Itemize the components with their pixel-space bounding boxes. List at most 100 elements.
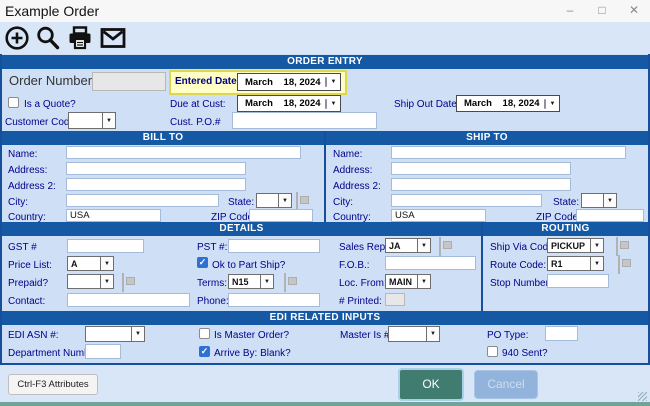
dept-number-input[interactable] [85,344,121,359]
bill-city-input[interactable] [66,194,219,207]
chevron-down-icon[interactable]: ▼ [131,327,144,341]
stop-number-input[interactable] [547,274,609,288]
email-icon[interactable] [99,26,127,50]
due-at-cust-date-value: March 18, 2024 [245,98,321,109]
bill-city-label: City: [8,197,28,208]
ship-address2-label: Address 2: [333,181,381,192]
ship-city-label: City: [333,197,353,208]
chevron-down-icon[interactable]: ▼ [590,257,603,270]
bill-to-header: BILL TO [2,131,324,145]
routing-header: ROUTING [483,222,648,236]
route-code-dropdown[interactable]: R1 ▼ [547,256,604,271]
chevron-down-icon[interactable]: ▼ [102,113,115,128]
price-list-dropdown[interactable]: A ▼ [67,256,114,271]
customer-code-dropdown[interactable]: ▼ [68,112,116,129]
print-icon[interactable] [66,25,94,51]
chevron-down-icon[interactable]: ▼ [603,194,616,207]
ok-part-ship-checkbox[interactable] [197,257,208,268]
ctrl-f3-attributes-button[interactable]: Ctrl-F3 Attributes [8,374,98,395]
details-routing-divider [481,222,483,311]
bill-zip-input[interactable] [249,209,313,222]
contact-input[interactable] [67,293,190,307]
chevron-down-icon[interactable]: ▼ [417,275,430,288]
due-at-cust-date-picker[interactable]: March 18, 2024 ▼ [237,95,341,112]
ship-address2-input[interactable] [391,178,571,191]
bill-address2-input[interactable] [66,178,246,191]
chevron-down-icon[interactable]: ▼ [100,275,113,288]
phone-input[interactable] [228,293,320,307]
is-quote-checkbox[interactable] [8,97,19,108]
terms-lookup-button[interactable] [284,273,286,292]
sales-rep-dropdown[interactable]: JA ▼ [385,238,431,253]
chevron-down-icon[interactable]: ▼ [417,239,430,252]
chevron-down-icon[interactable]: ▼ [100,257,113,270]
sales-rep-lookup-button[interactable] [439,237,441,256]
master-is-dropdown[interactable]: ▼ [388,326,440,342]
customer-code-value [69,113,102,128]
form-bottom-line [0,363,650,365]
bill-address-input[interactable] [66,162,246,175]
footer [0,365,650,402]
dept-number-label: Department Number: [8,348,102,359]
bill-ship-divider [324,131,326,222]
chevron-down-icon[interactable]: ▼ [260,275,273,288]
new-order-icon[interactable] [4,25,30,51]
bill-address-label: Address: [8,165,48,176]
ship-via-lookup-button[interactable] [616,237,618,256]
bill-zip-label: ZIP Code: [211,212,256,223]
po-type-input[interactable] [545,326,578,341]
chevron-down-icon[interactable]: ▼ [330,79,337,85]
chevron-down-icon[interactable]: ▼ [278,194,291,207]
po-type-label: PO Type: [487,330,529,341]
ship-name-label: Name: [333,149,363,160]
title-bar [0,0,650,22]
prepaid-lookup-button[interactable] [122,273,124,292]
ship-zip-input[interactable] [576,209,644,222]
entered-date-picker[interactable]: March 18, 2024 ▼ [237,73,341,91]
gst-input[interactable] [67,239,144,253]
bill-state-dropdown[interactable]: ▼ [256,193,292,208]
bill-name-input[interactable] [66,146,301,159]
chevron-down-icon[interactable]: ▼ [590,239,603,252]
terms-dropdown[interactable]: N15 ▼ [228,274,274,289]
ship-address-input[interactable] [391,162,571,175]
is-master-label: Is Master Order? [214,330,290,341]
ship-out-date-picker[interactable]: March 18, 2024 ▼ [456,95,560,112]
ship-via-dropdown[interactable]: PICKUP ▼ [547,238,604,253]
edi-asn-dropdown[interactable]: ▼ [85,326,145,342]
order-number-field [92,72,166,91]
ship-city-input[interactable] [391,194,542,207]
chevron-down-icon[interactable]: ▼ [549,100,556,107]
ok-button[interactable]: OK [398,368,464,401]
arrive-by-checkbox[interactable] [199,346,210,357]
resize-grip[interactable] [638,392,647,401]
stop-number-label: Stop Number: [490,278,552,289]
ship-country-label: Country: [333,212,371,223]
sent-940-label: 940 Sent? [502,348,548,359]
bill-state-lookup-button[interactable] [296,192,298,211]
sent-940-checkbox[interactable] [487,346,498,357]
ship-country-input[interactable]: USA [391,209,486,222]
edi-asn-label: EDI ASN #: [8,330,59,341]
ship-state-dropdown[interactable]: ▼ [581,193,617,208]
route-code-lookup-button[interactable] [618,255,620,274]
loc-from-dropdown[interactable]: MAIN ▼ [385,274,431,289]
minimize-button[interactable]: – [566,3,574,17]
chevron-down-icon[interactable]: ▼ [426,327,439,341]
order-entry-header: ORDER ENTRY [2,55,648,69]
cancel-button[interactable]: Cancel [474,370,538,399]
maximize-button[interactable]: □ [598,3,606,17]
calendar-icon [543,98,546,109]
ship-out-date-value: March 18, 2024 [464,98,540,109]
cust-po-input[interactable] [232,112,377,129]
ship-name-input[interactable] [391,146,626,159]
fob-input[interactable] [385,256,476,270]
search-icon[interactable] [35,25,61,51]
chevron-down-icon[interactable]: ▼ [330,100,337,107]
close-button[interactable]: ✕ [628,3,640,17]
pst-input[interactable] [228,239,320,253]
window-controls: – □ ✕ [554,0,650,22]
prepaid-dropdown[interactable]: ▼ [67,274,114,289]
is-master-checkbox[interactable] [199,328,210,339]
bill-country-input[interactable]: USA [66,209,161,222]
